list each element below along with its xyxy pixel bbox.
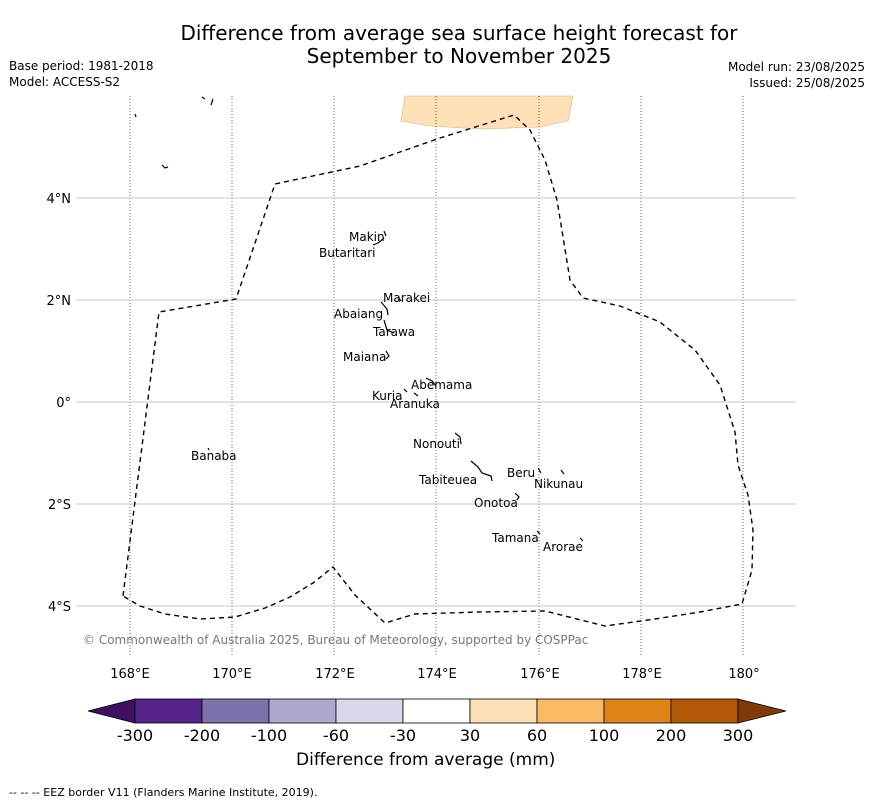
island-shape-abaiang [380, 301, 389, 316]
island-label-arorae: Arorae [543, 540, 583, 554]
colorbar-extend-high [737, 698, 787, 724]
island-shape-butaritari [372, 237, 385, 246]
island-label-nonouti: Nonouti [413, 437, 460, 451]
island-shape-onotoa [514, 492, 520, 501]
lon-label-180: 180° [728, 667, 759, 682]
lat-gridlines [76, 197, 796, 607]
island-label-onotoa: Onotoa [474, 496, 518, 510]
island-label-aranuka: Aranuka [390, 397, 440, 411]
island-shape-nw-3 [210, 98, 214, 106]
base-period: Base period: 1981-2018 [9, 59, 154, 73]
title-line-2: September to November 2025 [306, 44, 612, 68]
island-label-abemama: Abemama [411, 378, 472, 392]
island-shape-kuria [403, 388, 408, 393]
meta-right: Model run: 23/08/2025 Issued: 25/08/2025 [728, 59, 865, 91]
island-shape-maiana [385, 350, 390, 360]
island-shape-nikunau [560, 469, 565, 475]
island-label-tarawa: Tarawa [372, 325, 415, 339]
colorbar-segment-8 [603, 698, 672, 724]
island-shapes [134, 96, 584, 542]
issued-date: Issued: 25/08/2025 [749, 76, 865, 90]
colorbar-segment-9 [670, 698, 739, 724]
lon-label-178: 178°E [622, 667, 662, 682]
island-shape-marakei [397, 296, 402, 302]
colorbar-tick-5: -30 [389, 726, 417, 745]
colorbar-tick-10: 300 [722, 726, 754, 745]
island-label-makin: Makin [349, 230, 385, 244]
island-label-butaritari: Butaritari [319, 246, 376, 260]
colorbar-tick-1: -300 [116, 726, 154, 745]
lat-label-4s: 4°S [48, 600, 71, 615]
colorbar-label: Difference from average (mm) [296, 750, 556, 770]
island-shape-aranuka [413, 392, 419, 397]
island-shape-nw-1 [134, 113, 137, 118]
colorbar-segment-1 [134, 698, 203, 724]
lon-label-168: 168°E [110, 667, 150, 682]
colorbar-tick-6: 30 [459, 726, 481, 745]
colorbar-segment-4 [335, 698, 404, 724]
meta-left: Base period: 1981-2018 Model: ACCESS-S2 [9, 58, 154, 90]
lat-label-0: 0° [56, 396, 71, 411]
island-label-kuria: Kuria [372, 389, 403, 403]
island-label-beru: Beru [507, 466, 535, 480]
island-label-banaba: Banaba [191, 449, 237, 463]
island-shape-tamana [536, 530, 541, 535]
lon-label-170: 170°E [212, 667, 252, 682]
island-label-maiana: Maiana [343, 350, 386, 364]
colorbar-extend-low [87, 698, 136, 724]
island-shape-nw-2 [201, 96, 206, 100]
colorbar-tick-7: 60 [526, 726, 548, 745]
lon-label-172: 172°E [315, 667, 355, 682]
map-title: Difference from average sea surface heig… [0, 22, 873, 68]
island-label-abaiang: Abaiang [334, 307, 383, 321]
island-shape-arorae [579, 537, 584, 542]
colorbar-tick-8: 100 [588, 726, 620, 745]
model-run: Model run: 23/08/2025 [727, 60, 865, 74]
island-label-nikunau: Nikunau [534, 477, 583, 491]
island-shape-abemama [425, 377, 437, 387]
island-shape-tarawa [383, 319, 395, 334]
colorbar-tick-2: -200 [183, 726, 221, 745]
island-shape-nonouti [454, 432, 462, 445]
island-label-marakei: Marakei [383, 291, 430, 305]
colorbar-segment-2 [201, 698, 270, 724]
colorbar-segment-7 [536, 698, 605, 724]
colorbar [87, 698, 787, 724]
eez-footnote: -- -- -- EEZ border V11 (Flanders Marine… [9, 786, 318, 799]
lat-label-4n: 4°N [47, 192, 72, 207]
title-line-1: Difference from average sea surface heig… [180, 21, 738, 45]
anomaly-region [400, 95, 574, 130]
lon-label-174: 174°E [417, 667, 457, 682]
gridlines [129, 96, 744, 655]
island-shape-banaba [207, 447, 210, 451]
lon-label-176: 176°E [520, 667, 560, 682]
lat-label-2s: 2°S [48, 498, 71, 513]
colorbar-tick-4: -60 [322, 726, 350, 745]
island-shape-tabiteuea [470, 460, 493, 482]
island-shape-makin [383, 230, 387, 237]
eez-border [122, 114, 754, 627]
model-name: Model: ACCESS-S2 [9, 75, 121, 89]
island-shape-nw-4 [161, 164, 169, 169]
island-label-tabiteuea: Tabiteuea [418, 473, 477, 487]
copyright: © Commonwealth of Australia 2025, Bureau… [83, 633, 589, 647]
colorbar-tick-3: -100 [250, 726, 288, 745]
colorbar-tick-9: 200 [655, 726, 687, 745]
island-label-tamana: Tamana [491, 531, 539, 545]
lat-label-2n: 2°N [47, 294, 72, 309]
colorbar-segment-3 [268, 698, 337, 724]
colorbar-segment-5 [402, 698, 471, 724]
colorbar-segment-6 [469, 698, 538, 724]
island-shape-beru [537, 467, 542, 474]
